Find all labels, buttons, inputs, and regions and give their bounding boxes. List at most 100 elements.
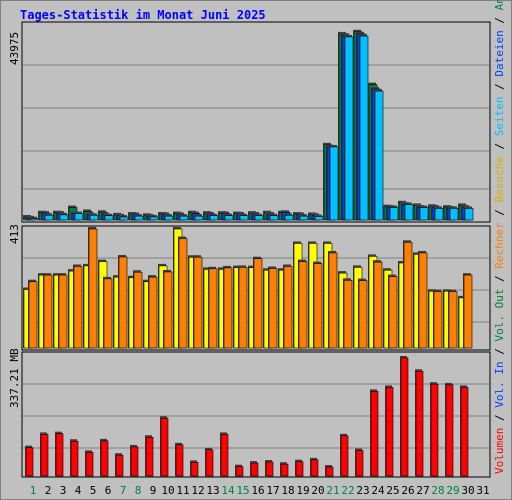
bar-volumen-day-8 [130, 446, 139, 477]
bar-rechner-day-7 [118, 256, 128, 349]
legend-rechner: Rechner [493, 222, 506, 269]
bar-rechner-day-10 [163, 271, 173, 349]
x-tick-label-day-28: 28 [431, 484, 444, 497]
x-tick-label-day-10: 10 [161, 484, 174, 497]
bar-volumen-day-11 [175, 444, 184, 477]
legend-sep-7: / [493, 17, 506, 24]
x-tick-label-day-31: 31 [476, 484, 489, 497]
x-tick-label-day-24: 24 [371, 484, 385, 497]
bar-seiten-day-27 [419, 207, 429, 221]
legend-dateien: Dateien [493, 30, 506, 76]
x-tick-label-day-7: 7 [120, 484, 127, 497]
bar-seiten-day-23 [359, 35, 369, 221]
x-tick-label-day-30: 30 [461, 484, 474, 497]
bar-rechner-day-1 [28, 281, 38, 349]
bar-seiten-day-20 [314, 216, 324, 221]
legend-sep-5: / [493, 143, 506, 150]
x-tick-label-day-5: 5 [90, 484, 97, 497]
x-tick-label-day-19: 19 [296, 484, 309, 497]
bar-volumen-day-30 [460, 387, 469, 477]
legend-sep-2: / [493, 348, 506, 355]
x-tick-label-day-29: 29 [446, 484, 459, 497]
x-tick-label-day-14: 14 [221, 484, 235, 497]
bar-volumen-day-22 [340, 435, 349, 477]
bar-volumen-day-10 [160, 417, 169, 477]
bar-rechner-day-26 [403, 241, 413, 349]
bar-rechner-day-4 [73, 266, 83, 349]
bar-seiten-day-15 [239, 215, 249, 221]
bar-volumen-day-2 [40, 434, 49, 477]
bar-volumen-day-15 [235, 466, 244, 477]
legend-volumen: Volumen [493, 428, 506, 474]
bar-rechner-day-11 [178, 238, 188, 349]
bar-seiten-day-12 [194, 215, 204, 221]
legend-vol-in: Vol. In [493, 361, 506, 407]
x-tick-label-day-25: 25 [386, 484, 399, 497]
x-tick-label-day-17: 17 [266, 484, 279, 497]
bar-seiten-day-3 [59, 214, 69, 221]
bar-volumen-day-16 [250, 462, 259, 477]
bar-rechner-day-2 [43, 274, 53, 349]
bar-volumen-day-25 [385, 387, 394, 477]
bar-volumen-day-19 [295, 461, 304, 477]
bar-rechner-day-29 [448, 291, 458, 349]
middle-y-tick-label: 413 [8, 224, 21, 244]
bar-seiten-day-10 [164, 215, 174, 221]
bar-volumen-day-18 [280, 463, 289, 477]
bar-volumen-day-7 [115, 454, 124, 477]
bar-seiten-day-1 [29, 218, 39, 221]
x-tick-label-day-27: 27 [416, 484, 429, 497]
bar-volumen-day-13 [205, 449, 214, 477]
bar-seiten-day-7 [119, 216, 129, 221]
bar-rechner-day-17 [268, 268, 278, 349]
bar-volumen-day-14 [220, 434, 229, 477]
bar-volumen-day-4 [70, 440, 79, 477]
top-y-tick-label: 43975 [8, 32, 21, 65]
bar-rechner-day-5 [88, 228, 98, 349]
x-tick-label-day-12: 12 [191, 484, 204, 497]
bar-seiten-day-9 [149, 216, 159, 221]
bar-rechner-day-19 [298, 261, 308, 349]
bar-rechner-day-6 [103, 278, 113, 349]
bar-seiten-day-5 [89, 214, 99, 221]
bar-volumen-day-9 [145, 436, 154, 477]
x-tick-label-day-15: 15 [236, 484, 249, 497]
top-panel-bars [23, 29, 474, 221]
x-tick-label-day-8: 8 [135, 484, 142, 497]
bar-seiten-day-22 [344, 36, 354, 221]
bar-seiten-day-14 [224, 215, 234, 221]
bar-seiten-day-8 [134, 215, 144, 221]
bar-seiten-day-13 [209, 215, 219, 221]
bar-rechner-day-30 [463, 274, 473, 349]
bar-rechner-day-13 [208, 268, 218, 349]
bar-rechner-day-21 [328, 252, 338, 349]
x-tick-label-day-1: 1 [30, 484, 37, 497]
x-tick-label-day-21: 21 [326, 484, 339, 497]
bar-volumen-day-6 [100, 440, 109, 477]
bar-rechner-day-15 [238, 267, 248, 349]
x-tick-label-day-20: 20 [311, 484, 324, 497]
legend-anfragen: Anfragen [493, 0, 506, 10]
bar-seiten-day-25 [389, 207, 399, 221]
bar-rechner-day-27 [418, 252, 428, 349]
legend-sep-6: / [493, 83, 506, 90]
bar-seiten-day-18 [284, 214, 294, 221]
legend-seiten: Seiten [493, 96, 506, 136]
bar-seiten-day-17 [269, 215, 279, 221]
chart-title: Tages-Statistik im Monat Juni 2025 [20, 8, 266, 22]
x-tick-label-day-23: 23 [356, 484, 369, 497]
top-panel-frame [21, 21, 491, 223]
bar-volumen-day-27 [415, 370, 424, 477]
bottom-y-tick-label: 337.21 MB [8, 348, 21, 408]
bar-seiten-day-24 [374, 90, 384, 221]
x-axis-labels: 1 2 3 4 5 6 7 8 9 10 11 12 13 14 15 16 17 18 19 20 21 22 23 24 2… [30, 484, 490, 497]
bar-seiten-day-16 [254, 215, 264, 221]
bar-rechner-day-28 [433, 291, 443, 349]
legend-sep-3: / [493, 275, 506, 282]
bar-volumen-day-5 [85, 452, 94, 477]
legend-besuche: Besuche [493, 156, 506, 202]
bar-rechner-day-14 [223, 267, 233, 349]
bar-rechner-day-20 [313, 263, 323, 349]
bar-rechner-day-3 [58, 274, 68, 349]
